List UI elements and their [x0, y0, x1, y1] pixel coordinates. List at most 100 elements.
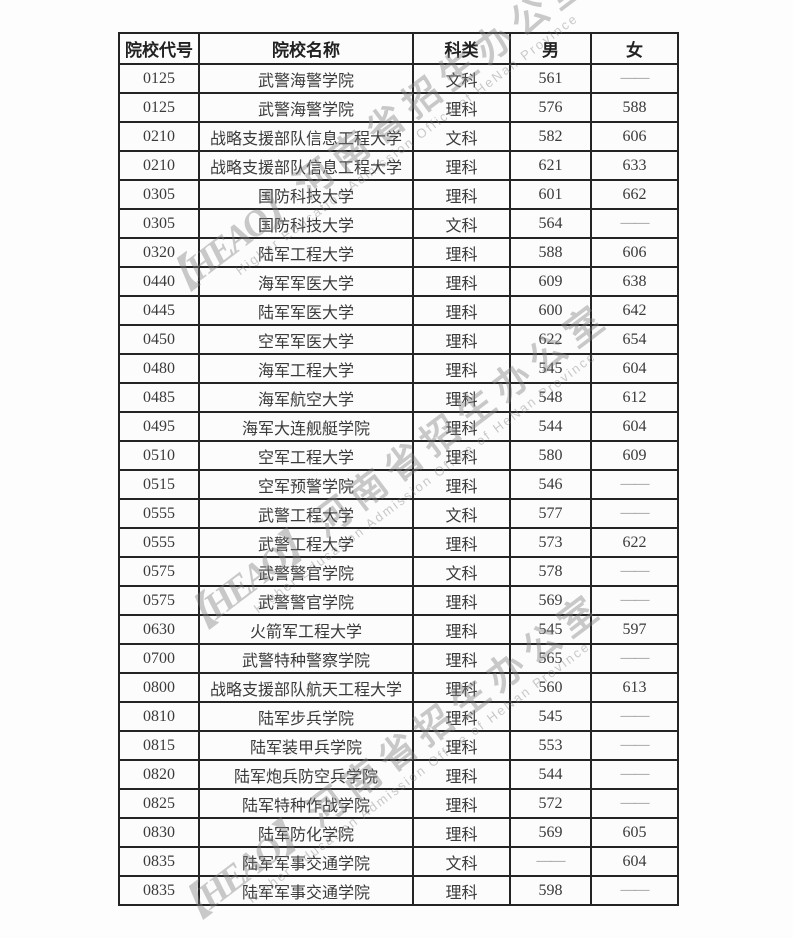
- cell-college-name: 海军军医大学: [198, 266, 414, 297]
- header-row: 院校代号 院校名称 科类 男 女: [118, 32, 679, 65]
- cell-college-code: 0320: [118, 237, 200, 268]
- cell-female-score: ——: [590, 759, 679, 790]
- cell-college-code: 0555: [118, 527, 200, 558]
- cell-female-score: ——: [590, 643, 679, 674]
- table-row: 0515 空军预警学院 理科 546 ——: [118, 469, 679, 500]
- cell-female-score: ——: [590, 469, 679, 500]
- cell-subject-type: 理科: [412, 730, 511, 761]
- cell-college-code: 0810: [118, 701, 200, 732]
- table-row: 0210 战略支援部队信息工程大学 理科 621 633: [118, 150, 679, 181]
- cell-subject-type: 理科: [412, 411, 511, 442]
- table-row: 0830 陆军防化学院 理科 569 605: [118, 817, 679, 848]
- table-row: 0700 武警特种警察学院 理科 565 ——: [118, 643, 679, 674]
- cell-subject-type: 理科: [412, 614, 511, 645]
- cell-college-code: 0575: [118, 556, 200, 587]
- cell-subject-type: 理科: [412, 469, 511, 500]
- cell-college-name: 武警工程大学: [198, 527, 414, 558]
- cell-college-name: 陆军特种作战学院: [198, 788, 414, 819]
- table-row: 0820 陆军炮兵防空兵学院 理科 544 ——: [118, 759, 679, 790]
- cell-college-name: 武警特种警察学院: [198, 643, 414, 674]
- cell-female-score: ——: [590, 208, 679, 239]
- table-row: 0320 陆军工程大学 理科 588 606: [118, 237, 679, 268]
- cell-female-score: 604: [590, 353, 679, 384]
- cell-male-score: 560: [509, 672, 592, 703]
- cell-male-score: 553: [509, 730, 592, 761]
- cell-college-code: 0555: [118, 498, 200, 529]
- cell-subject-type: 理科: [412, 353, 511, 384]
- table-row: 0480 海军工程大学 理科 545 604: [118, 353, 679, 384]
- table-row: 0495 海军大连舰艇学院 理科 544 604: [118, 411, 679, 442]
- cell-college-code: 0440: [118, 266, 200, 297]
- cell-subject-type: 文科: [412, 121, 511, 152]
- cell-college-code: 0830: [118, 817, 200, 848]
- cell-male-score: 578: [509, 556, 592, 587]
- cell-female-score: ——: [590, 63, 679, 94]
- cell-subject-type: 理科: [412, 382, 511, 413]
- table-row: 0210 战略支援部队信息工程大学 文科 582 606: [118, 121, 679, 152]
- cell-college-code: 0515: [118, 469, 200, 500]
- cell-female-score: 638: [590, 266, 679, 297]
- cell-female-score: 606: [590, 121, 679, 152]
- table-row: 0575 武警警官学院 文科 578 ——: [118, 556, 679, 587]
- cell-female-score: 604: [590, 411, 679, 442]
- cell-college-name: 陆军工程大学: [198, 237, 414, 268]
- cell-college-name: 武警工程大学: [198, 498, 414, 529]
- cell-male-score: 577: [509, 498, 592, 529]
- cell-male-score: 561: [509, 63, 592, 94]
- cell-college-code: 0800: [118, 672, 200, 703]
- cell-female-score: ——: [590, 498, 679, 529]
- cell-college-name: 武警警官学院: [198, 585, 414, 616]
- cell-college-name: 海军航空大学: [198, 382, 414, 413]
- cell-college-code: 0510: [118, 440, 200, 471]
- table-row: 0630 火箭军工程大学 理科 545 597: [118, 614, 679, 645]
- cell-male-score: 546: [509, 469, 592, 500]
- cell-subject-type: 理科: [412, 440, 511, 471]
- cell-subject-type: 理科: [412, 179, 511, 210]
- cell-female-score: 633: [590, 150, 679, 181]
- cell-male-score: 601: [509, 179, 592, 210]
- cell-female-score: ——: [590, 701, 679, 732]
- cell-female-score: ——: [590, 875, 679, 906]
- cell-college-code: 0450: [118, 324, 200, 355]
- cell-college-name: 海军工程大学: [198, 353, 414, 384]
- cell-female-score: ——: [590, 730, 679, 761]
- table-row: 0450 空军军医大学 理科 622 654: [118, 324, 679, 355]
- cell-college-name: 战略支援部队信息工程大学: [198, 121, 414, 152]
- cell-female-score: 604: [590, 846, 679, 877]
- cell-college-name: 武警海警学院: [198, 92, 414, 123]
- cell-subject-type: 文科: [412, 498, 511, 529]
- table-row: 0125 武警海警学院 文科 561 ——: [118, 63, 679, 94]
- table-row: 0825 陆军特种作战学院 理科 572 ——: [118, 788, 679, 819]
- cell-subject-type: 文科: [412, 63, 511, 94]
- cell-male-score: 572: [509, 788, 592, 819]
- cell-college-name: 陆军步兵学院: [198, 701, 414, 732]
- cell-college-code: 0305: [118, 208, 200, 239]
- col-header-subject-type: 科类: [412, 32, 511, 65]
- table-row: 0555 武警工程大学 理科 573 622: [118, 527, 679, 558]
- cell-male-score: 622: [509, 324, 592, 355]
- cell-male-score: 621: [509, 150, 592, 181]
- cell-female-score: ——: [590, 788, 679, 819]
- cell-male-score: 545: [509, 701, 592, 732]
- cell-female-score: 662: [590, 179, 679, 210]
- table-row: 0305 国防科技大学 文科 564 ——: [118, 208, 679, 239]
- cell-college-name: 武警海警学院: [198, 63, 414, 94]
- table-row: 0510 空军工程大学 理科 580 609: [118, 440, 679, 471]
- cell-male-score: 573: [509, 527, 592, 558]
- cell-male-score: 588: [509, 237, 592, 268]
- col-header-college-code: 院校代号: [118, 32, 200, 65]
- cell-male-score: 569: [509, 817, 592, 848]
- cell-college-code: 0445: [118, 295, 200, 326]
- cell-male-score: 582: [509, 121, 592, 152]
- cell-subject-type: 理科: [412, 92, 511, 123]
- cell-college-code: 0485: [118, 382, 200, 413]
- cell-male-score: 565: [509, 643, 592, 674]
- cell-subject-type: 理科: [412, 759, 511, 790]
- cell-subject-type: 理科: [412, 817, 511, 848]
- cell-subject-type: 理科: [412, 643, 511, 674]
- cell-subject-type: 理科: [412, 672, 511, 703]
- cell-subject-type: 理科: [412, 266, 511, 297]
- table-row: 0815 陆军装甲兵学院 理科 553 ——: [118, 730, 679, 761]
- cell-subject-type: 理科: [412, 324, 511, 355]
- cell-subject-type: 文科: [412, 846, 511, 877]
